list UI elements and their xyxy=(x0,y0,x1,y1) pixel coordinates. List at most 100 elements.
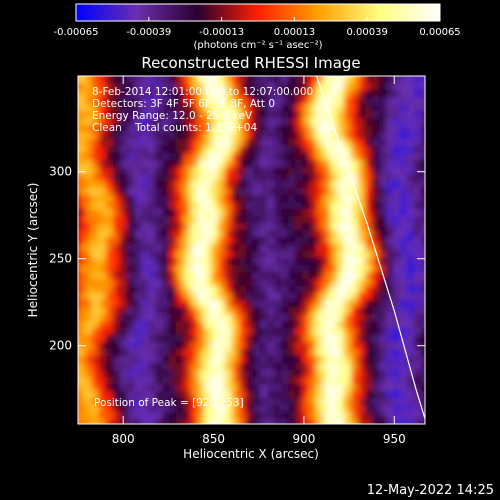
heatmap-cell xyxy=(267,118,275,126)
heatmap-cell xyxy=(309,412,317,420)
heatmap-cell xyxy=(288,370,296,378)
heatmap-cell xyxy=(106,419,114,424)
heatmap-cell xyxy=(113,384,121,392)
heatmap-cell xyxy=(316,132,324,140)
heatmap-cell xyxy=(127,195,135,203)
heatmap-cell xyxy=(99,391,107,399)
heatmap-cell xyxy=(141,174,149,182)
heatmap-cell xyxy=(365,314,373,322)
heatmap-cell xyxy=(337,300,345,308)
heatmap-cell xyxy=(379,349,387,357)
heatmap-cell xyxy=(400,202,408,210)
heatmap-cell xyxy=(316,405,324,413)
heatmap-cell xyxy=(78,76,86,84)
heatmap-cell xyxy=(148,244,156,252)
heatmap-cell xyxy=(85,230,93,238)
heatmap-cell xyxy=(344,419,352,424)
heatmap-cell xyxy=(113,188,121,196)
heatmap-cell xyxy=(295,398,303,406)
heatmap-cell xyxy=(155,195,163,203)
heatmap-cell xyxy=(113,412,121,420)
heatmap-cell xyxy=(246,251,254,259)
heatmap-cell xyxy=(92,90,100,98)
heatmap-cell xyxy=(78,181,86,189)
heatmap-cell xyxy=(211,181,219,189)
heatmap-cell xyxy=(274,293,282,301)
heatmap-cell xyxy=(330,104,338,112)
heatmap-cell xyxy=(113,321,121,329)
heatmap-cell xyxy=(120,370,128,378)
heatmap-cell xyxy=(246,377,254,385)
heatmap-cell xyxy=(421,300,425,308)
heatmap-cell xyxy=(239,209,247,217)
heatmap-cell xyxy=(113,76,121,77)
heatmap-cell xyxy=(344,321,352,329)
heatmap-cell xyxy=(281,104,289,112)
heatmap-cell xyxy=(99,293,107,301)
heatmap-cell xyxy=(106,405,114,413)
heatmap-cell xyxy=(141,90,149,98)
heatmap-cell xyxy=(176,384,184,392)
heatmap-cell xyxy=(365,419,373,424)
heatmap-cell xyxy=(176,160,184,168)
heatmap-cell xyxy=(99,125,107,133)
heatmap-cell xyxy=(344,391,352,399)
heatmap-cell xyxy=(218,405,226,413)
heatmap-cell xyxy=(274,307,282,315)
heatmap-cell xyxy=(344,195,352,203)
heatmap-cell xyxy=(232,321,240,329)
heatmap-cell xyxy=(232,419,240,424)
heatmap-cell xyxy=(323,209,331,217)
heatmap-cell xyxy=(260,104,268,112)
heatmap-cell xyxy=(316,286,324,294)
heatmap-cell xyxy=(127,202,135,210)
heatmap-cell xyxy=(162,76,170,84)
heatmap-cell xyxy=(148,349,156,357)
heatmap-cell xyxy=(99,139,107,147)
heatmap-cell xyxy=(295,321,303,329)
heatmap-cell xyxy=(309,132,317,140)
heatmap-cell xyxy=(134,174,142,182)
heatmap-cell xyxy=(218,349,226,357)
heatmap-cell xyxy=(85,384,93,392)
heatmap-cell xyxy=(358,174,366,182)
heatmap-cell xyxy=(225,300,233,308)
heatmap-cell xyxy=(386,244,394,252)
heatmap-cell xyxy=(428,426,436,434)
heatmap-cell xyxy=(78,363,86,371)
heatmap-cell xyxy=(302,209,310,217)
heatmap-cell xyxy=(407,258,415,266)
heatmap-cell xyxy=(239,195,247,203)
heatmap-cell xyxy=(295,202,303,210)
heatmap-cell xyxy=(106,251,114,259)
heatmap-cell xyxy=(344,118,352,126)
heatmap-cell xyxy=(302,90,310,98)
heatmap-cell xyxy=(253,398,261,406)
heatmap-cell xyxy=(316,356,324,364)
heatmap-cell xyxy=(78,125,86,133)
heatmap-cell xyxy=(309,237,317,245)
heatmap-cell xyxy=(323,279,331,287)
heatmap-cell xyxy=(337,237,345,245)
heatmap-cell xyxy=(281,342,289,350)
heatmap-cell xyxy=(106,230,114,238)
heatmap-cell xyxy=(302,335,310,343)
heatmap-cell xyxy=(281,90,289,98)
heatmap-cell xyxy=(99,307,107,315)
heatmap-cell xyxy=(295,209,303,217)
heatmap-cell xyxy=(407,370,415,378)
heatmap-cell xyxy=(309,377,317,385)
heatmap-cell xyxy=(316,118,324,126)
heatmap-cell xyxy=(428,328,436,336)
heatmap-cell xyxy=(358,342,366,350)
heatmap-cell xyxy=(106,391,114,399)
heatmap-cell xyxy=(106,412,114,420)
heatmap-cell xyxy=(337,90,345,98)
heatmap-cell xyxy=(414,118,422,126)
heatmap-cell xyxy=(358,398,366,406)
heatmap-cell xyxy=(337,342,345,350)
heatmap-cell xyxy=(372,167,380,175)
heatmap-cell xyxy=(190,181,198,189)
heatmap-cell xyxy=(393,83,401,91)
heatmap-cell xyxy=(351,244,359,252)
